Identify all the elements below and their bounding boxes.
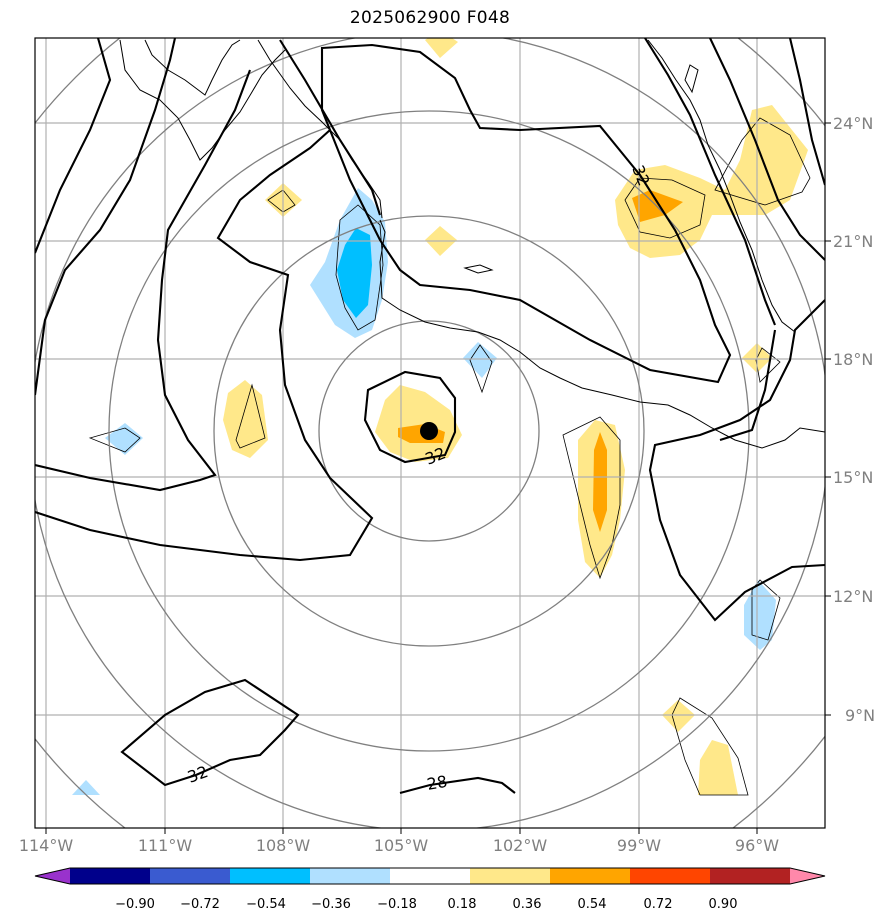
colorbar-segment	[550, 868, 631, 884]
shading-yellow-ne	[615, 105, 808, 258]
lon-tick-labels: 114°W 111°W 108°W 105°W 102°W 99°W 96°W	[19, 836, 779, 855]
lon-label: 114°W	[19, 836, 74, 855]
lat-label: 24°N	[833, 114, 873, 133]
coastline-east-gulf	[647, 39, 796, 333]
contour-north-arc	[320, 43, 732, 384]
contour-label-south: 28	[425, 772, 448, 794]
contour-west-2	[35, 38, 177, 396]
lon-label: 108°W	[256, 836, 311, 855]
colorbar-label: 0.18	[448, 897, 477, 912]
contour-far-east	[719, 329, 777, 442]
colorbar-segment	[470, 868, 551, 884]
range-ring-2	[213, 215, 645, 647]
contour-lines	[35, 38, 825, 795]
colorbar-segments	[35, 868, 825, 884]
colorbar-label: 0.72	[644, 897, 673, 912]
contour-storm-core	[363, 370, 457, 464]
plot-title: 2025062900 F048	[349, 8, 511, 28]
shading-blue-mid-north	[337, 228, 372, 318]
colorbar-label: −0.18	[377, 897, 417, 912]
contour-east-south	[648, 299, 825, 622]
contour-west-1	[35, 38, 112, 254]
colorbar-label: −0.90	[115, 897, 155, 912]
contour-center-west	[35, 129, 374, 562]
shading-yellow-top	[425, 38, 458, 58]
map-frame	[34, 37, 826, 829]
contour-west-3	[35, 69, 251, 492]
lat-tick-labels: 24°N 21°N 18°N 15°N 12°N 9°N	[833, 114, 875, 725]
coastline-mainland	[379, 219, 825, 449]
colorbar-segment	[150, 868, 231, 884]
coastline-gulf-west	[144, 39, 241, 96]
shading-orange-east-band	[593, 432, 607, 532]
colorbar-segment	[310, 868, 391, 884]
shading-yellow-se	[698, 740, 738, 795]
colorbar-label: 0.36	[513, 897, 542, 912]
coastline-east-inner	[684, 64, 699, 94]
shading-yellow-west	[223, 380, 268, 458]
lat-label: 18°N	[833, 350, 873, 369]
colorbar-labels: −0.90 −0.72 −0.54 −0.36 −0.18 0.18 0.36 …	[115, 897, 737, 912]
colorbar: −0.90 −0.72 −0.54 −0.36 −0.18 0.18 0.36 …	[34, 867, 826, 912]
shading-yellow-se-small	[662, 700, 695, 732]
contour-south-28	[399, 776, 516, 795]
colorbar-segment	[630, 868, 711, 884]
contour-northwest-short	[279, 39, 382, 216]
lat-label: 15°N	[833, 468, 873, 487]
storm-center-marker[interactable]	[420, 422, 438, 440]
colorbar-label: −0.72	[180, 897, 220, 912]
tick-marks	[45, 122, 831, 834]
contour-southwest-32	[120, 678, 300, 787]
colorbar-outline	[34, 867, 826, 885]
colorbar-label: −0.54	[246, 897, 286, 912]
contour-east-2	[709, 38, 825, 261]
contour-east-3	[788, 38, 825, 186]
lon-label: 111°W	[138, 836, 193, 855]
colorbar-label: 0.54	[578, 897, 607, 912]
lon-label: 102°W	[493, 836, 548, 855]
colorbar-label: 0.90	[709, 897, 738, 912]
colorbar-segment	[710, 868, 791, 884]
lat-label: 21°N	[833, 232, 873, 251]
coastline-baja	[119, 39, 286, 161]
lon-label: 99°W	[617, 836, 661, 855]
colorbar-segment	[230, 868, 311, 884]
lon-label: 96°W	[735, 836, 779, 855]
colorbar-extend-low	[35, 868, 70, 884]
shading-outlines	[88, 117, 811, 796]
shading-blue-small-center	[463, 342, 497, 378]
colorbar-segment	[70, 868, 151, 884]
colorbar-extend-high	[790, 868, 825, 884]
contour-east-1	[644, 38, 776, 326]
shading-blue-southwest	[72, 780, 100, 795]
lat-label: 9°N	[845, 706, 875, 725]
lon-label: 105°W	[374, 836, 429, 855]
range-ring-1	[318, 320, 540, 542]
island-small	[463, 264, 494, 274]
colorbar-segment	[390, 868, 471, 884]
shading-orange-ne	[632, 190, 683, 222]
colorbar-label: −0.36	[311, 897, 351, 912]
lat-label: 12°N	[833, 587, 873, 606]
